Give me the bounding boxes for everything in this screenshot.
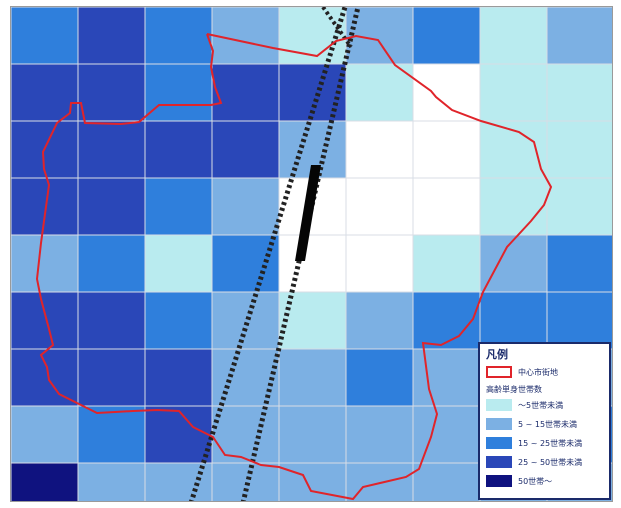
grid-cell	[78, 235, 145, 292]
grid-lines	[11, 7, 612, 501]
grid-cell	[78, 349, 145, 406]
grid-cell	[212, 121, 279, 178]
grid-cell	[413, 406, 480, 463]
legend-label: ～5世帯未満	[518, 400, 564, 410]
legend-swatch	[486, 399, 512, 411]
railway-line-west	[189, 7, 348, 501]
grid-cell	[413, 121, 480, 178]
grid-cell	[11, 463, 78, 501]
grid-cell	[413, 235, 480, 292]
grid-cell	[145, 235, 212, 292]
legend-swatch	[486, 418, 512, 430]
grid-cell	[145, 64, 212, 121]
grid-cell	[145, 178, 212, 235]
grid-cell	[413, 292, 480, 349]
legend-swatch	[486, 475, 512, 487]
station-platform	[295, 165, 321, 261]
legend-row-boundary: 中心市街地	[486, 363, 603, 381]
grid-cell	[547, 178, 612, 235]
legend-row-class: ～5世帯未満	[486, 396, 603, 414]
grid-cell	[547, 64, 612, 121]
legend: 凡例 中心市街地 高齢単身世帯数 ～5世帯未満 5 ~ 15世帯未満 15 ~ 25…	[478, 342, 611, 500]
grid-cell	[145, 7, 212, 64]
map-canvas[interactable]	[11, 7, 613, 502]
grid-cell	[346, 406, 413, 463]
grid-cell	[547, 7, 612, 64]
grid-cell	[279, 349, 346, 406]
grid-cell	[346, 235, 413, 292]
grid-cell	[346, 292, 413, 349]
grid-cell	[78, 7, 145, 64]
grid-cell	[145, 463, 212, 501]
legend-swatch	[486, 437, 512, 449]
grid-cell	[279, 406, 346, 463]
grid-cell	[78, 121, 145, 178]
grid-cell	[11, 349, 78, 406]
grid-cell	[145, 292, 212, 349]
legend-row-class: 50世帯～	[486, 472, 603, 490]
grid-cell	[279, 292, 346, 349]
grid-cell	[145, 349, 212, 406]
grid-cell	[413, 463, 480, 501]
grid-cell	[11, 7, 78, 64]
legend-label: 25 ~ 50世帯未満	[518, 457, 583, 467]
grid-cell	[547, 121, 612, 178]
central-district-boundary	[35, 33, 553, 501]
legend-label: 15 ~ 25世帯未満	[518, 438, 583, 448]
grid-cell	[11, 292, 78, 349]
grid-cell	[212, 406, 279, 463]
grid-cell	[413, 178, 480, 235]
grid-cell	[212, 7, 279, 64]
grid-cell	[212, 178, 279, 235]
grid-cell	[212, 292, 279, 349]
grid-cell	[11, 64, 78, 121]
grid-cell	[413, 349, 480, 406]
grid-cell	[145, 121, 212, 178]
legend-row-class: 5 ~ 15世帯未満	[486, 415, 603, 433]
grid-cell	[11, 178, 78, 235]
grid-cell	[11, 406, 78, 463]
grid-cell	[480, 7, 547, 64]
grid-cell	[78, 178, 145, 235]
grid-cell	[78, 292, 145, 349]
legend-title: 凡例	[486, 348, 508, 361]
grid-cell	[212, 64, 279, 121]
grid-cell	[413, 64, 480, 121]
legend-row-class: 15 ~ 25世帯未満	[486, 434, 603, 452]
map-frame	[10, 6, 613, 502]
legend-subtitle: 高齢単身世帯数	[486, 385, 542, 394]
grid-cell	[78, 406, 145, 463]
legend-label-boundary: 中心市街地	[518, 367, 558, 377]
railway-line-north-fork	[321, 7, 353, 49]
grid-cell	[145, 406, 212, 463]
grid-cell	[480, 64, 547, 121]
grid-cell	[11, 235, 78, 292]
grid-cell	[212, 235, 279, 292]
grid-cell	[78, 64, 145, 121]
grid-cell	[547, 292, 612, 349]
legend-label: 5 ~ 15世帯未満	[518, 419, 578, 429]
grid-cell	[78, 463, 145, 501]
boundary-swatch	[486, 366, 512, 378]
grid-cell	[346, 121, 413, 178]
legend-swatch	[486, 456, 512, 468]
legend-label: 50世帯～	[518, 476, 553, 486]
grid-cell	[346, 178, 413, 235]
legend-row-class: 25 ~ 50世帯未満	[486, 453, 603, 471]
grid-cells	[11, 7, 612, 501]
grid-cell	[480, 235, 547, 292]
grid-cell	[346, 64, 413, 121]
grid-cell	[279, 235, 346, 292]
grid-cell	[547, 235, 612, 292]
grid-cell	[480, 292, 547, 349]
grid-cell	[413, 7, 480, 64]
legend-classes: ～5世帯未満 5 ~ 15世帯未満 15 ~ 25世帯未満 25 ~ 50世帯未満 50…	[486, 396, 603, 490]
grid-cell	[346, 349, 413, 406]
grid-cell	[480, 178, 547, 235]
